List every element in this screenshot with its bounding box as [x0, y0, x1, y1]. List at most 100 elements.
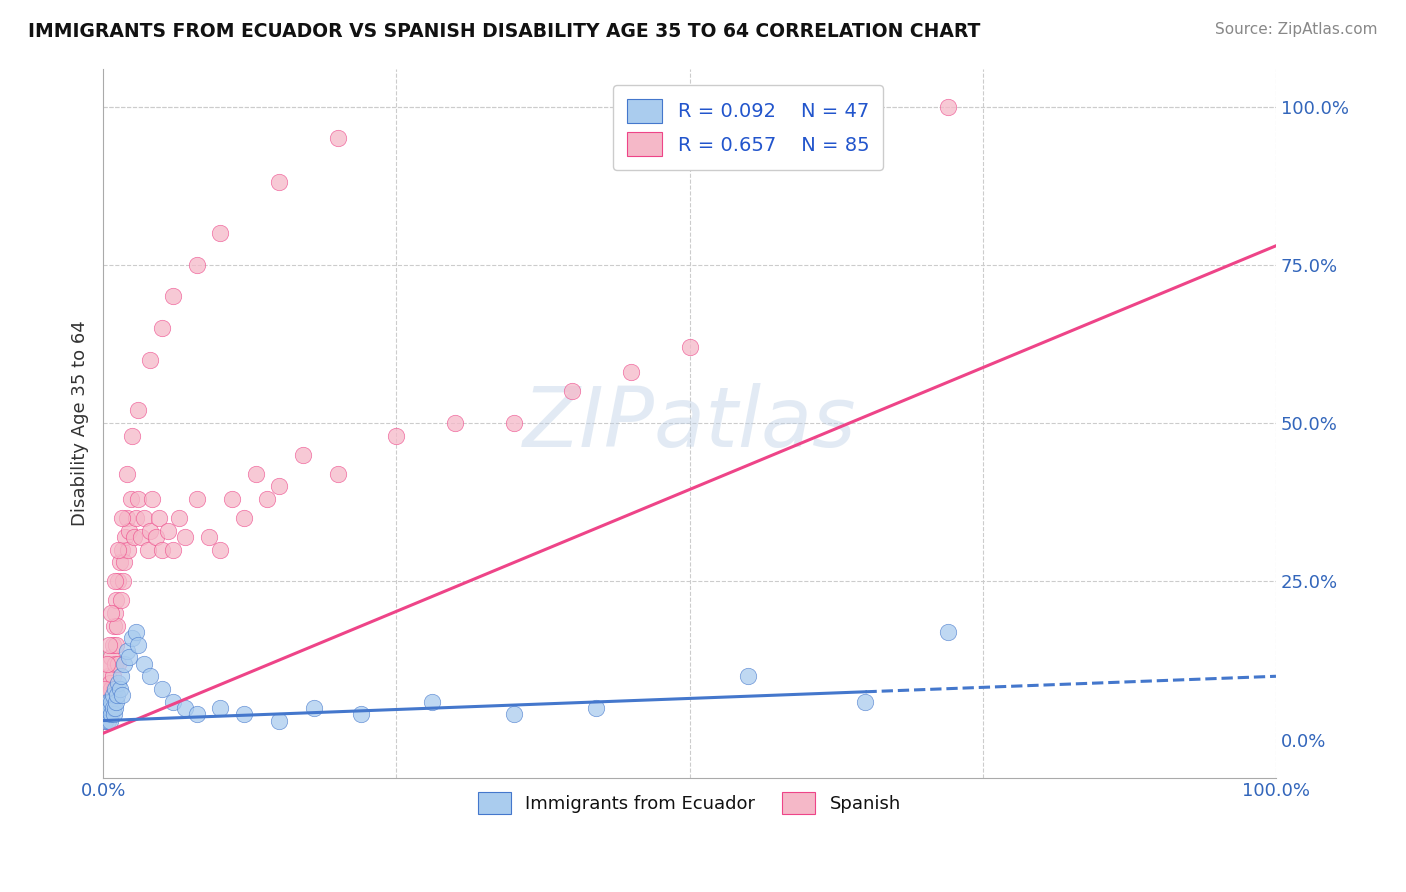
Point	[136, 542, 159, 557]
Point	[94, 714, 117, 728]
Point	[150, 542, 173, 557]
Point	[105, 638, 128, 652]
Point	[101, 688, 124, 702]
Point	[93, 695, 115, 709]
Point	[111, 542, 134, 557]
Point	[107, 574, 129, 589]
Point	[97, 669, 120, 683]
Point	[98, 701, 121, 715]
Point	[96, 695, 118, 709]
Point	[104, 657, 127, 671]
Y-axis label: Disability Age 35 to 64: Disability Age 35 to 64	[72, 320, 89, 526]
Point	[139, 669, 162, 683]
Point	[104, 574, 127, 589]
Point	[209, 701, 232, 715]
Point	[117, 542, 139, 557]
Point	[267, 479, 290, 493]
Point	[110, 593, 132, 607]
Point	[96, 681, 118, 696]
Point	[326, 467, 349, 481]
Point	[256, 491, 278, 506]
Point	[105, 618, 128, 632]
Point	[267, 176, 290, 190]
Point	[97, 714, 120, 728]
Point	[107, 657, 129, 671]
Point	[100, 695, 122, 709]
Point	[96, 695, 118, 709]
Point	[197, 530, 219, 544]
Point	[174, 530, 197, 544]
Point	[105, 593, 128, 607]
Point	[145, 530, 167, 544]
Point	[936, 99, 959, 113]
Point	[127, 638, 149, 652]
Point	[103, 707, 125, 722]
Point	[108, 681, 131, 696]
Point	[118, 524, 141, 538]
Point	[162, 695, 184, 709]
Point	[150, 681, 173, 696]
Text: ZIPatlas: ZIPatlas	[523, 383, 856, 464]
Point	[139, 352, 162, 367]
Point	[98, 714, 121, 728]
Point	[94, 701, 117, 715]
Point	[156, 524, 179, 538]
Point	[100, 707, 122, 722]
Point	[115, 511, 138, 525]
Point	[101, 701, 124, 715]
Point	[101, 669, 124, 683]
Text: IMMIGRANTS FROM ECUADOR VS SPANISH DISABILITY AGE 35 TO 64 CORRELATION CHART: IMMIGRANTS FROM ECUADOR VS SPANISH DISAB…	[28, 22, 980, 41]
Point	[121, 632, 143, 646]
Point	[93, 707, 115, 722]
Point	[98, 638, 121, 652]
Point	[103, 618, 125, 632]
Legend: Immigrants from Ecuador, Spanish: Immigrants from Ecuador, Spanish	[468, 781, 911, 825]
Point	[127, 491, 149, 506]
Point	[96, 707, 118, 722]
Point	[162, 542, 184, 557]
Point	[221, 491, 243, 506]
Point	[115, 644, 138, 658]
Point	[94, 681, 117, 696]
Point	[96, 657, 118, 671]
Point	[302, 701, 325, 715]
Point	[104, 701, 127, 715]
Point	[112, 657, 135, 671]
Point	[114, 530, 136, 544]
Point	[110, 669, 132, 683]
Point	[420, 695, 443, 709]
Point	[232, 511, 254, 525]
Point	[100, 681, 122, 696]
Point	[115, 467, 138, 481]
Point	[107, 542, 129, 557]
Point	[105, 695, 128, 709]
Point	[98, 707, 121, 722]
Point	[186, 258, 208, 272]
Point	[105, 688, 128, 702]
Point	[936, 624, 959, 639]
Point	[122, 530, 145, 544]
Point	[291, 448, 314, 462]
Point	[125, 511, 148, 525]
Point	[98, 695, 121, 709]
Point	[350, 707, 373, 722]
Point	[129, 530, 152, 544]
Point	[98, 688, 121, 702]
Point	[620, 365, 643, 379]
Point	[100, 650, 122, 665]
Point	[232, 707, 254, 722]
Point	[737, 669, 759, 683]
Point	[121, 428, 143, 442]
Point	[111, 688, 134, 702]
Point	[502, 707, 524, 722]
Point	[162, 289, 184, 303]
Point	[111, 511, 134, 525]
Point	[148, 511, 170, 525]
Point	[134, 657, 156, 671]
Point	[107, 675, 129, 690]
Point	[385, 428, 408, 442]
Point	[141, 491, 163, 506]
Point	[103, 681, 125, 696]
Point	[134, 511, 156, 525]
Point	[502, 416, 524, 430]
